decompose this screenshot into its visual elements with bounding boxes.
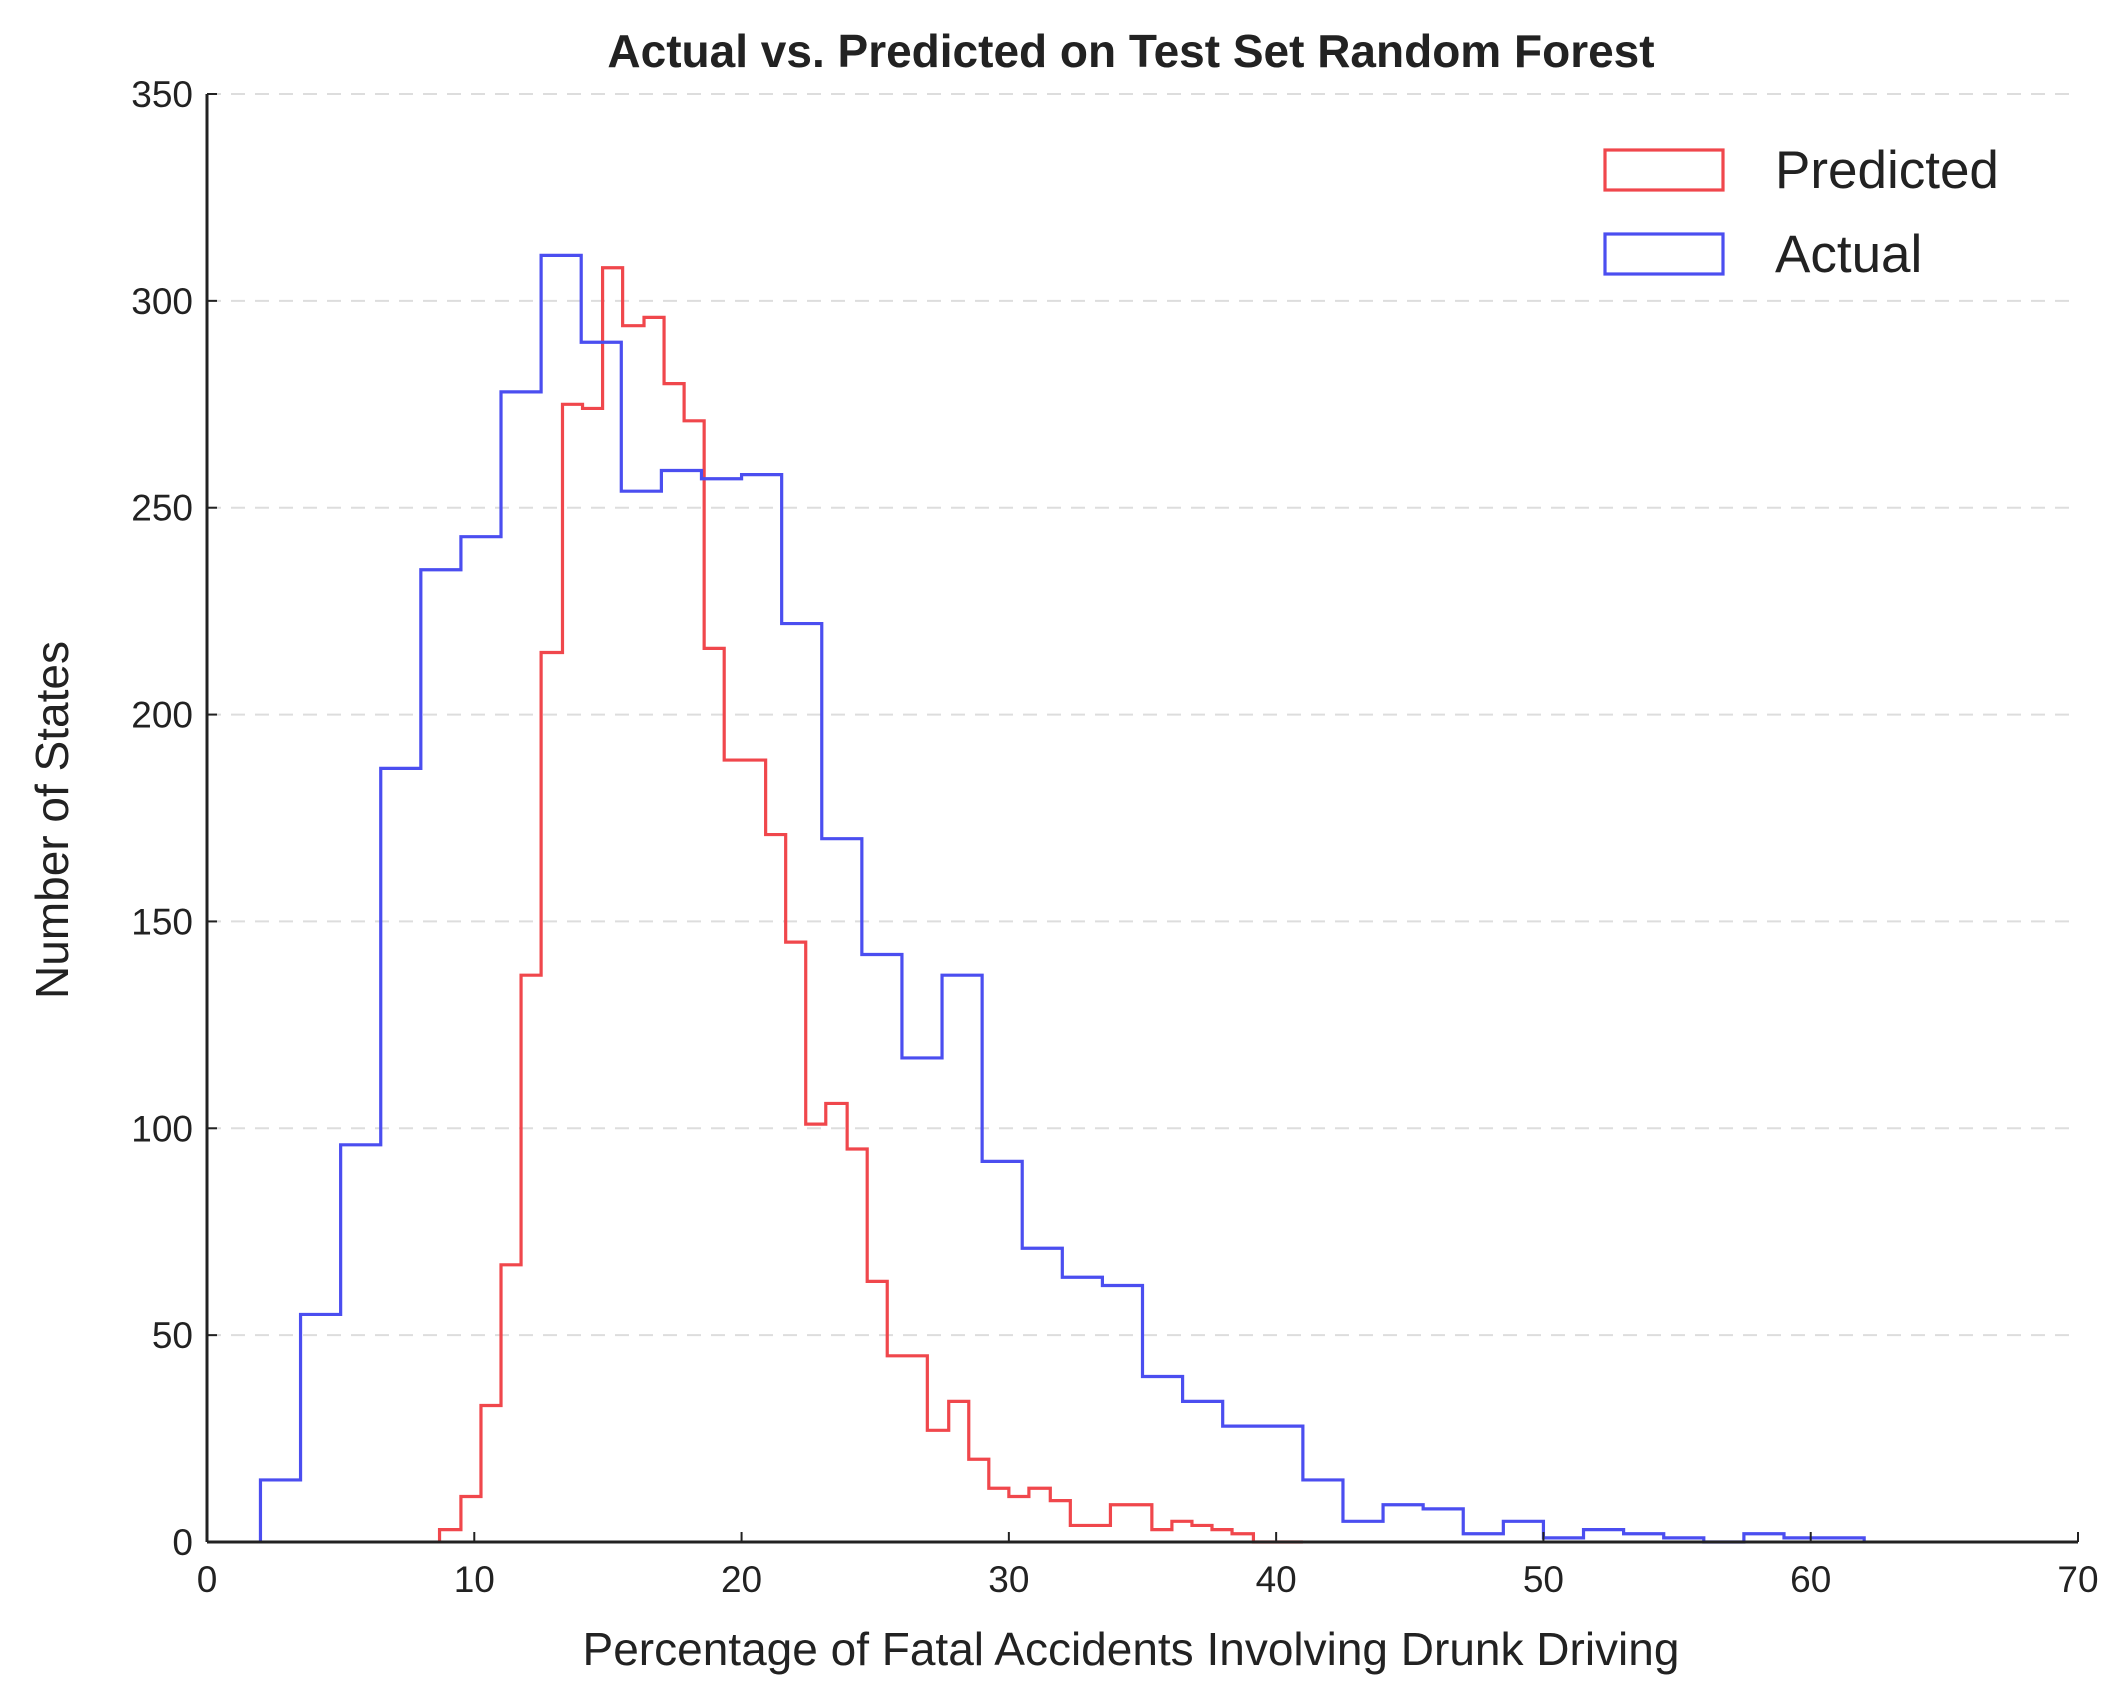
x-tick-label: 40	[1256, 1559, 1297, 1600]
y-tick-label: 200	[131, 695, 193, 736]
legend: Predicted Actual	[1603, 141, 1999, 284]
x-axis-label: Percentage of Fatal Accidents Involving …	[583, 1623, 1680, 1675]
y-tick-label: 100	[131, 1108, 193, 1149]
y-tick-label: 250	[131, 488, 193, 529]
legend-label-predicted: Predicted	[1775, 141, 1999, 200]
legend-swatch-predicted	[1603, 148, 1725, 192]
chart-title: Actual vs. Predicted on Test Set Random …	[607, 25, 1654, 77]
y-tick-label: 300	[131, 281, 193, 322]
y-axis-label: Number of States	[26, 641, 78, 999]
x-tick-label: 20	[721, 1559, 762, 1600]
x-tick-label: 70	[2057, 1559, 2098, 1600]
legend-label-actual: Actual	[1775, 225, 1922, 284]
y-tick-label: 150	[131, 901, 193, 942]
x-tick-label: 60	[1790, 1559, 1831, 1600]
x-tick-label: 50	[1523, 1559, 1564, 1600]
x-tick-label: 10	[454, 1559, 495, 1600]
legend-swatch-actual	[1603, 232, 1725, 276]
y-tick-label: 350	[131, 74, 193, 115]
y-tick-label: 50	[152, 1315, 193, 1356]
axes: 0 10 20 30 40 50 60 70 0 50 100 150 200 250 300 350	[131, 74, 2098, 1600]
series-layer	[258, 253, 1866, 1544]
x-tick-label: 30	[988, 1559, 1029, 1600]
series-predicted-step	[437, 266, 1303, 1544]
y-tick-label: 0	[172, 1522, 193, 1563]
series-actual-step	[258, 253, 1866, 1544]
x-tick-label: 0	[197, 1559, 218, 1600]
